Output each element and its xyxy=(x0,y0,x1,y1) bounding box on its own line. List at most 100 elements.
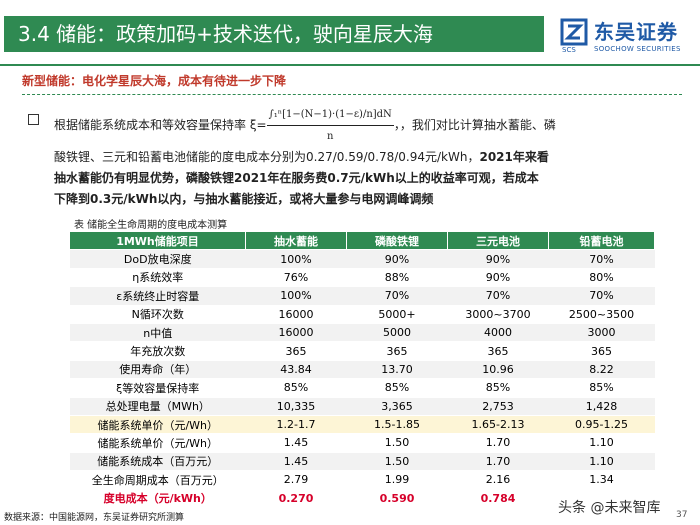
table-cell: 1.45 xyxy=(245,452,347,472)
paragraph-line-3: 抽水蓄能仍有明显优势，磷酸铁锂2021年在服务费0.7元/kWh以上的收益率可观… xyxy=(54,168,684,189)
table-cell: 70% xyxy=(346,286,448,306)
table-cell: 1,428 xyxy=(548,397,655,416)
table-cell: 2,753 xyxy=(447,397,549,416)
dashed-divider xyxy=(22,94,682,95)
paragraph-bold-text: 下降到0.3元/kWh以内，与抽水蓄能接近，或将大量参与电网调峰调频 xyxy=(54,192,434,206)
paragraph-line-1: 根据储能系统成本和等效容量保持率 ξ= ∫₁ⁿ[1−(N−1)·(1−ε)/n]d… xyxy=(54,104,684,147)
table-cell: 43.84 xyxy=(245,360,347,380)
table-header: 1MWh储能项目 xyxy=(70,232,246,251)
table-cell: 88% xyxy=(346,268,448,288)
table-row: 年充放次数 365 365 365 365 xyxy=(70,341,655,361)
page-title: 3.4 储能：政策加码+技术迭代，驶向星辰大海 xyxy=(18,22,433,46)
table-cell: 0.784 xyxy=(447,488,549,508)
table-cell: 16000 xyxy=(245,323,347,343)
table-header: 抽水蓄能 xyxy=(245,232,347,251)
table-row: η系统效率 76% 88% 90% 80% xyxy=(70,268,655,288)
table-cell: 总处理电量（MWh） xyxy=(70,397,246,416)
table-cell: 100% xyxy=(245,249,347,269)
table-header: 磷酸铁锂 xyxy=(346,232,448,251)
table-cell: 4000 xyxy=(447,323,549,343)
table-cell: 70% xyxy=(548,249,655,269)
table-cell: 使用寿命（年） xyxy=(70,360,246,380)
table-cell: 1.10 xyxy=(548,433,655,453)
table-cell: 80% xyxy=(548,268,655,288)
page-number: 37 xyxy=(676,510,688,520)
table-cell: 10,335 xyxy=(245,397,347,416)
title-bar: 3.4 储能：政策加码+技术迭代，驶向星辰大海 xyxy=(4,16,544,52)
table-cell: 储能系统单价（元/Wh） xyxy=(70,433,246,453)
table-cell: 年充放次数 xyxy=(70,341,246,361)
header: 3.4 储能：政策加码+技术迭代，驶向星辰大海 SCS 东吴证券 SOOCHOW… xyxy=(0,0,700,66)
table-cell: 1.50 xyxy=(346,433,448,453)
table-row-highlight: 度电成本（元/kWh） 0.270 0.590 0.784 xyxy=(70,488,655,508)
table-row: 使用寿命（年） 43.84 13.70 10.96 8.22 xyxy=(70,360,655,380)
table-cell: 70% xyxy=(548,286,655,306)
paragraph-bold-text: 2021年来看 xyxy=(479,150,549,164)
table-cell: 1.2-1.7 xyxy=(245,415,347,435)
table-row: 储能系统成本（百万元） 1.45 1.50 1.70 1.10 xyxy=(70,452,655,472)
table-cell: 1.5-1.85 xyxy=(346,415,448,435)
table-cell: 90% xyxy=(447,249,549,269)
table-cell: 85% xyxy=(447,378,549,398)
table-row: ε系统终止时容量 100% 70% 70% 70% xyxy=(70,286,655,306)
formula: ∫₁ⁿ[1−(N−1)·(1−ε)/n]dN n xyxy=(266,104,394,147)
table-cell: N循环次数 xyxy=(70,305,246,324)
svg-text:SCS: SCS xyxy=(562,46,576,54)
table-cell: 365 xyxy=(548,341,655,361)
table-cell: η系统效率 xyxy=(70,268,246,288)
table-cell: 2500~3500 xyxy=(548,305,655,324)
table-row: 总处理电量（MWh） 10,335 3,365 2,753 1,428 xyxy=(70,397,655,416)
table-cell: 5000 xyxy=(346,323,448,343)
paragraph-text: ，，我们对比计算抽水蓄能、磷 xyxy=(393,118,556,132)
table-row: n中值 16000 5000 4000 3000 xyxy=(70,323,655,343)
table-cell: 0.270 xyxy=(245,488,347,508)
paragraph-text: 根据储能系统成本和等效容量保持率 ξ= xyxy=(54,118,267,132)
table-cell: 全生命周期成本（百万元） xyxy=(70,470,246,490)
table-header: 三元电池 xyxy=(447,232,549,251)
table-cell: 85% xyxy=(346,378,448,398)
table-cell: 13.70 xyxy=(346,360,448,380)
table-cell: DoD放电深度 xyxy=(70,249,246,269)
body-paragraph: 根据储能系统成本和等效容量保持率 ξ= ∫₁ⁿ[1−(N−1)·(1−ε)/n]d… xyxy=(54,104,684,210)
table-cell: 365 xyxy=(245,341,347,361)
table-cell: 85% xyxy=(548,378,655,398)
paragraph-bold-text: 抽水蓄能仍有明显优势，磷酸铁锂2021年在服务费0.7元/kWh以上的收益率可观… xyxy=(54,171,539,185)
cost-table: 1MWh储能项目 抽水蓄能 磷酸铁锂 三元电池 铅蓄电池 DoD放电深度 100%… xyxy=(70,232,655,508)
table-cell: 85% xyxy=(245,378,347,398)
table-cell: 0.590 xyxy=(346,488,448,508)
table-cell: 90% xyxy=(447,268,549,288)
paragraph-text: 酸铁锂、三元和铅蓄电池储能的度电成本分别为0.27/0.59/0.78/0.94… xyxy=(54,150,480,164)
table-row: ξ等效容量保持率 85% 85% 85% 85% xyxy=(70,378,655,398)
watermark: 头条 @未来智库 xyxy=(558,500,661,516)
table-header-row: 1MWh储能项目 抽水蓄能 磷酸铁锂 三元电池 铅蓄电池 xyxy=(70,232,655,251)
table-row: N循环次数 16000 5000+ 3000~3700 2500~3500 xyxy=(70,305,655,324)
table-cell: 5000+ xyxy=(346,305,448,324)
header-divider xyxy=(0,64,700,66)
table-cell: 2.79 xyxy=(245,470,347,490)
table-cell: 70% xyxy=(447,286,549,306)
table-cell: 1.99 xyxy=(346,470,448,490)
table-cell: 16000 xyxy=(245,305,347,324)
table-cell: 3000~3700 xyxy=(447,305,549,324)
formula-denominator: n xyxy=(326,131,334,142)
table-cell: ε系统终止时容量 xyxy=(70,286,246,306)
table-cell: 0.95-1.25 xyxy=(548,415,655,435)
table-cell: 76% xyxy=(245,268,347,288)
table-cell: 1.50 xyxy=(346,452,448,472)
table-cell: 1.45 xyxy=(245,433,347,453)
table-cell: 1.70 xyxy=(447,452,549,472)
table-cell: 90% xyxy=(346,249,448,269)
table-cell: 1.10 xyxy=(548,452,655,472)
logo: SCS 东吴证券 SOOCHOW SECURITIES xyxy=(560,16,696,60)
table-cell: 8.22 xyxy=(548,360,655,380)
table-cell xyxy=(548,488,655,508)
table-cell: 3,365 xyxy=(346,397,448,416)
table-caption: 表 储能全生命周期的度电成本测算 xyxy=(74,220,228,231)
table-row: 储能系统单价（元/Wh） 1.2-1.7 1.5-1.85 1.65-2.13 0.95… xyxy=(70,415,655,435)
logo-text-en: SOOCHOW SECURITIES xyxy=(594,45,681,53)
table-cell: 10.96 xyxy=(447,360,549,380)
table-cell: 3000 xyxy=(548,323,655,343)
table-cell: 100% xyxy=(245,286,347,306)
logo-mark-icon: SCS xyxy=(560,18,588,54)
table-cell: 1.65-2.13 xyxy=(447,415,549,435)
